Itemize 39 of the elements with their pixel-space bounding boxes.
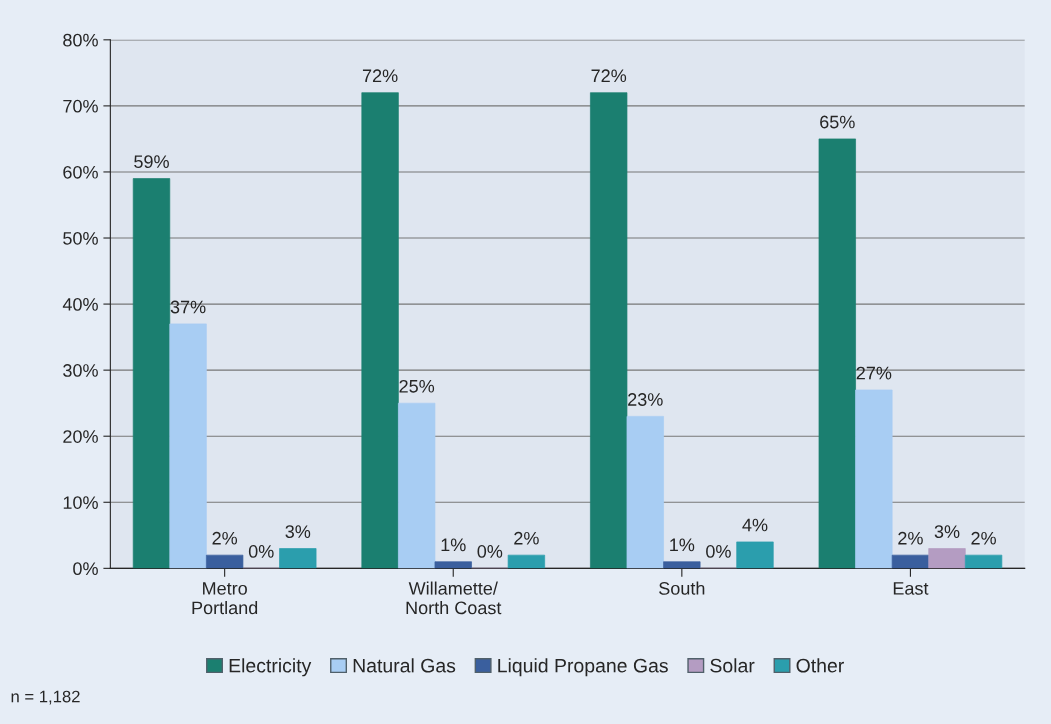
y-tick-label: 80% xyxy=(63,33,98,47)
legend-label: Electricity xyxy=(229,658,312,677)
data-label: 3% xyxy=(285,525,311,539)
data-label: 0% xyxy=(477,545,503,558)
x-tick-label: Metro Portland xyxy=(192,582,258,615)
data-label: 27% xyxy=(856,366,892,380)
y-tick-label: 40% xyxy=(62,298,98,311)
data-label: 23% xyxy=(628,393,663,406)
data-label: 37% xyxy=(170,300,206,314)
y-tick-label: 50% xyxy=(63,231,98,245)
data-label: 3% xyxy=(934,525,960,539)
legend-label: Solar xyxy=(710,658,755,673)
y-tick-label: 70% xyxy=(63,99,98,113)
data-label: 1% xyxy=(441,538,466,552)
data-label: 4% xyxy=(742,518,768,532)
data-label: 0% xyxy=(706,545,731,558)
legend-label: Natural Gas xyxy=(353,658,456,673)
data-label: 2% xyxy=(212,531,238,545)
y-tick-label: 20% xyxy=(63,430,98,443)
y-tick-label: 60% xyxy=(63,165,98,179)
data-label: 2% xyxy=(514,531,539,545)
text: n = 1,182 xyxy=(11,690,80,705)
data-label: 25% xyxy=(399,379,435,393)
data-label: 59% xyxy=(134,155,169,169)
y-tick-label: 30% xyxy=(63,364,98,377)
data-label: 72% xyxy=(362,69,398,83)
data-label: 65% xyxy=(820,115,855,129)
legend-label: Liquid Propane Gas xyxy=(498,658,668,677)
data-label: 72% xyxy=(591,69,627,83)
x-tick-label: East xyxy=(893,582,929,595)
legend-label: Other xyxy=(796,658,844,673)
data-label: 2% xyxy=(898,531,923,545)
y-tick-label: 0% xyxy=(73,562,98,576)
data-label: 1% xyxy=(670,538,695,552)
y-tick-label: 10% xyxy=(63,496,98,509)
x-tick-label: Willamette/ North Coast xyxy=(406,581,502,615)
x-tick-label: South xyxy=(659,581,705,595)
data-label: 0% xyxy=(248,545,274,558)
data-label: 2% xyxy=(971,531,996,545)
